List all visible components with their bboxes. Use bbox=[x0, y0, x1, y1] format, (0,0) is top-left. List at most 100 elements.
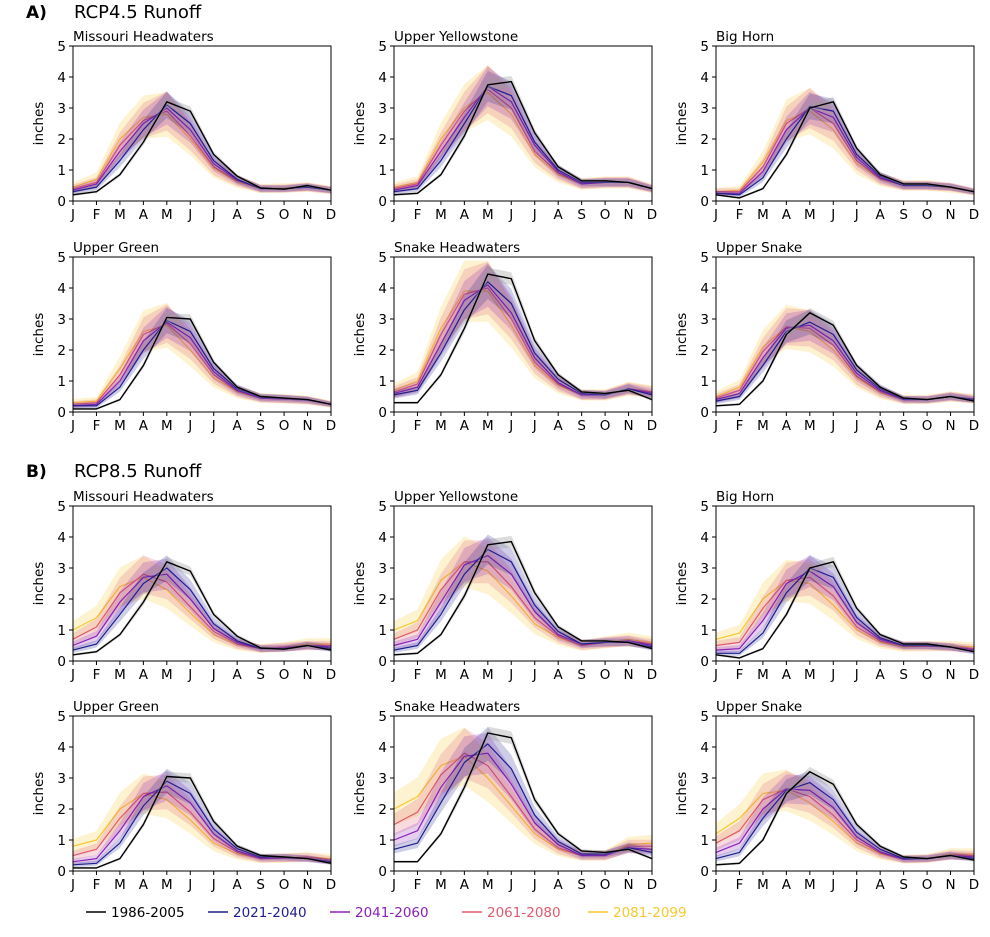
y-tick-label: 5 bbox=[57, 499, 66, 515]
x-tick-label: A bbox=[782, 207, 792, 223]
x-tick-label: A bbox=[554, 207, 564, 223]
legend-label: 2021-2040 bbox=[233, 905, 307, 921]
x-tick-label: A bbox=[139, 877, 149, 893]
x-tick-label: O bbox=[600, 877, 611, 893]
panel-a-letter: A) bbox=[26, 3, 47, 23]
x-tick-label: F bbox=[736, 667, 744, 683]
series-line-1986-2005 bbox=[73, 316, 332, 410]
y-tick-label: 1 bbox=[57, 163, 66, 179]
y-tick-label: 3 bbox=[57, 561, 66, 577]
plot-frame bbox=[393, 256, 653, 413]
x-tick-label: O bbox=[922, 877, 933, 893]
y-tick-label: 0 bbox=[700, 864, 709, 880]
x-tick-label: D bbox=[969, 207, 979, 223]
x-tick-label: J bbox=[713, 667, 718, 683]
series-band-2061-2080 bbox=[394, 540, 652, 651]
y-tick-label: 4 bbox=[700, 740, 709, 756]
legend-label: 2041-2060 bbox=[355, 905, 429, 921]
x-tick-label: N bbox=[302, 667, 312, 683]
x-tick-label: F bbox=[414, 667, 422, 683]
x-tick-label: S bbox=[899, 877, 908, 893]
series-band-2021-2040 bbox=[73, 555, 331, 653]
series-line-1986-2005 bbox=[72, 101, 332, 196]
legend-item-2041-2060: 2041-2060 bbox=[330, 905, 429, 921]
x-tick-label: M bbox=[804, 207, 816, 223]
x-tick-label: J bbox=[854, 418, 859, 434]
series-band-2021-2040 bbox=[394, 534, 652, 653]
x-tick-label: A bbox=[782, 667, 792, 683]
series-line-1986-2005 bbox=[715, 101, 975, 199]
y-tick-label: 3 bbox=[700, 561, 709, 577]
panel-a-title: RCP4.5 Runoff bbox=[74, 2, 202, 23]
x-tick-label: S bbox=[577, 877, 586, 893]
x-tick-label: N bbox=[302, 207, 312, 223]
y-tick-label: 4 bbox=[57, 70, 66, 86]
plot-frame bbox=[393, 505, 653, 662]
series-line-2021-2040 bbox=[393, 743, 653, 855]
series-line-1986-2005 bbox=[73, 775, 332, 869]
y-tick-label: 3 bbox=[57, 101, 66, 117]
x-tick-label: J bbox=[713, 418, 718, 434]
y-tick-label: 1 bbox=[700, 623, 709, 639]
series-band-1986-2005 bbox=[73, 312, 331, 410]
x-tick-label: J bbox=[211, 877, 216, 893]
y-tick-label: 1 bbox=[700, 833, 709, 849]
y-tick-label: 2 bbox=[57, 802, 66, 818]
x-tick-label: M bbox=[482, 418, 494, 434]
x-tick-label: J bbox=[508, 207, 513, 223]
x-tick-label: J bbox=[713, 877, 718, 893]
x-tick-label: A bbox=[139, 418, 149, 434]
x-tick-label: D bbox=[647, 667, 657, 683]
y-tick-label: 3 bbox=[700, 101, 709, 117]
series-line-2041-2060 bbox=[72, 785, 332, 863]
x-tick-label: O bbox=[279, 207, 290, 223]
x-tick-label: M bbox=[435, 877, 447, 893]
y-tick-label: 4 bbox=[378, 740, 387, 756]
series-line-2021-2040 bbox=[716, 567, 975, 654]
legend-label: 1986-2005 bbox=[111, 905, 185, 921]
y-tick-label: 0 bbox=[700, 405, 709, 421]
plot-frame bbox=[72, 256, 332, 413]
panel-b-title: RCP8.5 Runoff bbox=[74, 461, 202, 482]
y-tick-label: 2 bbox=[378, 592, 387, 608]
x-tick-label: J bbox=[830, 877, 835, 893]
panel-headers: A) RCP4.5 Runoff B) RCP8.5 Runoff bbox=[26, 2, 202, 482]
subplot-title: Upper Green bbox=[73, 699, 159, 715]
y-axis-label: inches bbox=[674, 562, 690, 606]
x-tick-label: M bbox=[161, 667, 173, 683]
x-tick-label: D bbox=[647, 207, 657, 223]
y-tick-label: 2 bbox=[700, 343, 709, 359]
y-tick-label: 2 bbox=[700, 132, 709, 148]
y-tick-label: 5 bbox=[700, 499, 709, 515]
y-tick-label: 0 bbox=[378, 654, 387, 670]
y-tick-label: 4 bbox=[700, 70, 709, 86]
x-tick-label: S bbox=[577, 207, 586, 223]
x-tick-label: M bbox=[482, 667, 494, 683]
x-tick-label: A bbox=[876, 207, 886, 223]
x-tick-label: J bbox=[187, 207, 192, 223]
series-line-1986-2005 bbox=[715, 561, 975, 659]
series-line-2041-2060 bbox=[72, 321, 332, 407]
x-tick-label: M bbox=[114, 207, 126, 223]
series-band-2041-2060 bbox=[394, 263, 652, 400]
x-tick-label: A bbox=[876, 667, 886, 683]
series-band-2061-2080 bbox=[716, 559, 974, 653]
series-band-2041-2060 bbox=[716, 774, 974, 863]
series-band-2081-2099 bbox=[716, 769, 974, 864]
x-tick-label: M bbox=[757, 667, 769, 683]
y-tick-label: 5 bbox=[378, 250, 387, 266]
x-tick-label: D bbox=[647, 418, 657, 434]
x-tick-label: M bbox=[482, 207, 494, 223]
x-tick-label: M bbox=[482, 877, 494, 893]
x-tick-label: J bbox=[830, 207, 835, 223]
y-tick-label: 4 bbox=[378, 70, 387, 86]
series-band-2041-2060 bbox=[73, 306, 331, 409]
x-tick-label: J bbox=[532, 418, 537, 434]
x-tick-label: O bbox=[279, 418, 290, 434]
